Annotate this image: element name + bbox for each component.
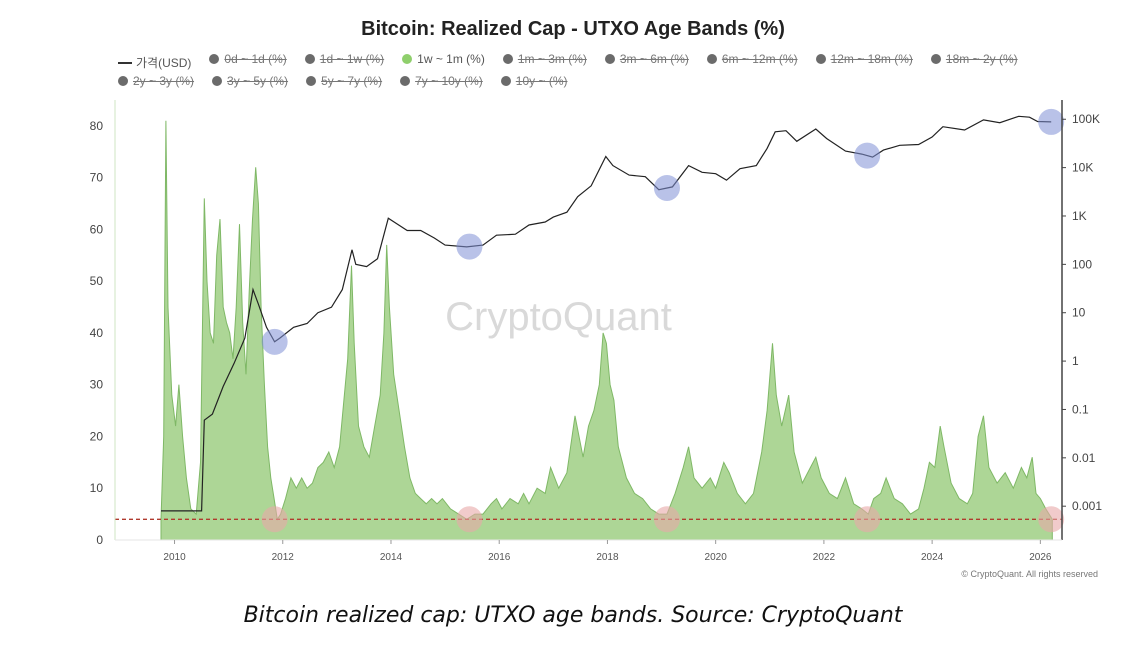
- legend-item[interactable]: 3m ~ 6m (%): [604, 50, 689, 68]
- legend-dot-swatch: [306, 76, 317, 86]
- y-right-tick-label: 10: [1072, 306, 1086, 320]
- x-tick-label: 2026: [1029, 552, 1052, 563]
- x-tick-label: 2020: [705, 552, 728, 563]
- top-marker: [1038, 108, 1065, 135]
- y-right-tick-label: 100K: [1072, 112, 1100, 126]
- legend-label: 10y ~ (%): [515, 74, 568, 88]
- y-left-tick-label: 20: [90, 429, 104, 443]
- legend-dot-swatch: [400, 76, 411, 86]
- legend-item[interactable]: 2y ~ 3y (%): [118, 72, 194, 90]
- y-right-tick-label: 1K: [1072, 209, 1087, 223]
- y-left-tick-label: 0: [96, 533, 103, 547]
- legend-dot-swatch: [500, 76, 511, 86]
- legend-label: 1w ~ 1m (%): [417, 52, 485, 66]
- legend-dot-swatch: [209, 54, 220, 64]
- legend-label: 2y ~ 3y (%): [133, 74, 195, 88]
- legend-label: 12m ~ 18m (%): [830, 52, 913, 66]
- x-tick-label: 2024: [921, 552, 944, 563]
- x-tick-label: 2010: [163, 552, 186, 563]
- legend-label: 18m ~ 2y (%): [945, 52, 1018, 66]
- legend-dot-swatch: [402, 54, 413, 64]
- legend-dot-swatch: [815, 54, 826, 64]
- x-tick-label: 2016: [488, 552, 511, 563]
- legend-line-swatch: [118, 62, 132, 64]
- y-left-tick-label: 70: [90, 171, 104, 185]
- y-right-tick-label: 100: [1072, 257, 1092, 271]
- legend-item[interactable]: 1w ~ 1m (%): [402, 50, 485, 68]
- watermark-text: CryptoQuant: [445, 295, 672, 339]
- legend-item[interactable]: 1d ~ 1w (%): [304, 50, 385, 68]
- x-tick-label: 2014: [380, 552, 403, 563]
- legend-item[interactable]: 가격(USD): [118, 54, 191, 72]
- legend-dot-swatch: [304, 54, 315, 64]
- bottom-marker: [261, 506, 288, 533]
- y-left-tick-label: 40: [90, 326, 104, 340]
- chart-legend: 가격(USD) 0d ~ 1d (%) 1d ~ 1w (%) 1w ~ 1m (%)…: [118, 50, 1078, 91]
- y-left-tick-label: 10: [90, 481, 104, 495]
- legend-item[interactable]: 7y ~ 10y (%): [400, 72, 483, 90]
- legend-dot-swatch: [706, 54, 717, 64]
- figure-caption: Bitcoin realized cap: UTXO age bands. So…: [243, 603, 903, 628]
- y-right-tick-label: 1: [1072, 354, 1079, 368]
- legend-item[interactable]: 1m ~ 3m (%): [502, 50, 587, 68]
- bottom-marker: [854, 506, 881, 533]
- copyright-notice: © CryptoQuant. All rights reserved: [961, 569, 1098, 579]
- legend-dot-swatch: [604, 54, 615, 64]
- legend-dot-swatch: [212, 76, 223, 86]
- legend-item[interactable]: 3y ~ 5y (%): [212, 72, 288, 90]
- top-marker: [261, 328, 288, 355]
- legend-label: 가격(USD): [136, 56, 192, 70]
- legend-label: 1d ~ 1w (%): [319, 52, 385, 66]
- bottom-marker: [456, 506, 483, 533]
- bottom-marker: [1038, 506, 1065, 533]
- y-right-tick-label: 10K: [1072, 161, 1093, 175]
- legend-item[interactable]: 5y ~ 7y (%): [306, 72, 382, 90]
- legend-label: 7y ~ 10y (%): [415, 74, 483, 88]
- legend-label: 1m ~ 3m (%): [517, 52, 587, 66]
- legend-dot-swatch: [502, 54, 513, 64]
- legend-item[interactable]: 0d ~ 1d (%): [209, 50, 287, 68]
- legend-item[interactable]: 10y ~ (%): [500, 72, 568, 90]
- chart-title: Bitcoin: Realized Cap - UTXO Age Bands (…: [361, 18, 785, 40]
- legend-label: 3y ~ 5y (%): [227, 74, 289, 88]
- legend-item[interactable]: 18m ~ 2y (%): [930, 50, 1018, 68]
- legend-label: 0d ~ 1d (%): [224, 52, 287, 66]
- y-left-tick-label: 30: [90, 378, 104, 392]
- legend-label: 3m ~ 6m (%): [619, 52, 689, 66]
- legend-item[interactable]: 12m ~ 18m (%): [815, 50, 913, 68]
- bottom-marker: [653, 506, 680, 533]
- x-tick-label: 2012: [272, 552, 295, 563]
- x-tick-label: 2018: [596, 552, 619, 563]
- top-marker: [456, 233, 483, 260]
- legend-label: 6m ~ 12m (%): [721, 52, 798, 66]
- legend-dot-swatch: [930, 54, 941, 64]
- y-left-tick-label: 50: [90, 274, 104, 288]
- y-right-tick-label: 0.01: [1072, 451, 1096, 465]
- legend-dot-swatch: [118, 76, 128, 86]
- top-marker: [653, 174, 680, 201]
- top-marker: [854, 142, 881, 169]
- x-tick-label: 2022: [813, 552, 836, 563]
- y-right-tick-label: 0.1: [1072, 402, 1089, 416]
- series-area-1w-1m: [160, 120, 1053, 541]
- y-left-tick-label: 80: [90, 119, 104, 133]
- legend-label: 5y ~ 7y (%): [321, 74, 383, 88]
- y-left-tick-label: 60: [90, 222, 104, 236]
- y-right-tick-label: 0.001: [1072, 499, 1102, 513]
- legend-item[interactable]: 6m ~ 12m (%): [706, 50, 798, 68]
